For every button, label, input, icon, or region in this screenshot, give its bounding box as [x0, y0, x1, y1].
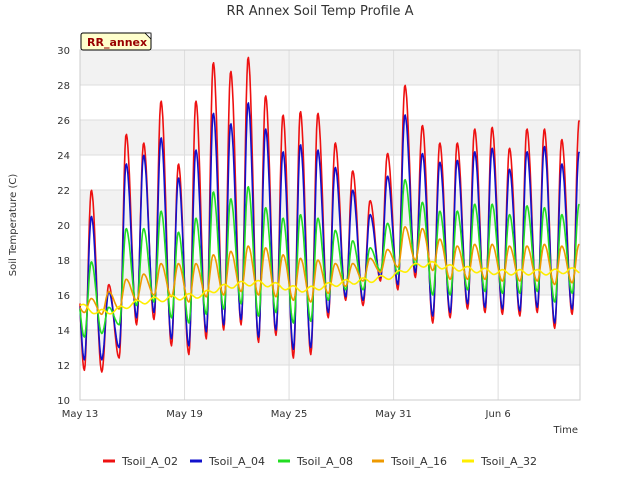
x-tick-labels: May 13 May 19 May 25 May 31 Jun 6 [62, 409, 511, 420]
plot-band [80, 190, 580, 225]
legend-item-tsoil_a_32: Tsoil_A_32 [462, 455, 537, 468]
x-axis-label: Time [553, 425, 578, 436]
site-badge-corner [144, 32, 152, 40]
plot-band [80, 330, 580, 365]
site-badge: RR_annex [80, 32, 152, 51]
plot-band [80, 50, 580, 85]
y-tick-label: 26 [57, 116, 70, 127]
legend-label: Tsoil_A_16 [390, 455, 447, 468]
y-tick-label: 10 [57, 396, 70, 407]
series-line-tsoil_a_16 [79, 226, 580, 316]
legend-label: Tsoil_A_04 [208, 455, 265, 468]
legend: Tsoil_A_02 Tsoil_A_04 Tsoil_A_08 Tsoil_A_16… [103, 455, 537, 468]
y-tick-labels: 10 12 14 16 18 20 22 24 26 28 30 [57, 46, 70, 407]
y-tick-label: 30 [57, 46, 70, 57]
x-tick-label: Jun 6 [485, 409, 511, 420]
y-tick-label: 14 [57, 326, 70, 337]
chart-title: RR Annex Soil Temp Profile A [227, 4, 414, 19]
legend-item-tsoil_a_04: Tsoil_A_04 [190, 455, 265, 468]
x-tick-label: May 19 [166, 409, 203, 420]
y-tick-label: 28 [57, 81, 70, 92]
legend-item-tsoil_a_08: Tsoil_A_08 [278, 455, 353, 468]
series-line-tsoil_a_32 [79, 260, 580, 315]
y-tick-label: 18 [57, 256, 70, 267]
series-line-tsoil_a_08 [79, 178, 580, 338]
y-tick-label: 20 [57, 221, 70, 232]
y-tick-label: 12 [57, 361, 70, 372]
legend-item-tsoil_a_16: Tsoil_A_16 [372, 455, 447, 468]
x-tick-label: May 31 [375, 409, 412, 420]
plot-frame [79, 49, 581, 401]
y-tick-label: 22 [57, 186, 70, 197]
x-tick-label: May 13 [62, 409, 99, 420]
legend-label: Tsoil_A_08 [296, 455, 353, 468]
y-axis-label: Soil Temperature (C) [8, 174, 19, 277]
site-badge-box [80, 32, 152, 51]
legend-label: Tsoil_A_02 [121, 455, 178, 468]
legend-item-tsoil_a_02: Tsoil_A_02 [103, 455, 178, 468]
legend-label: Tsoil_A_32 [480, 455, 537, 468]
series-layer [79, 56, 581, 373]
plot-band [80, 120, 580, 155]
y-tick-label: 24 [57, 151, 70, 162]
x-tick-label: May 25 [271, 409, 308, 420]
site-badge-label: RR_annex [87, 36, 147, 49]
y-tick-label: 16 [57, 291, 70, 302]
